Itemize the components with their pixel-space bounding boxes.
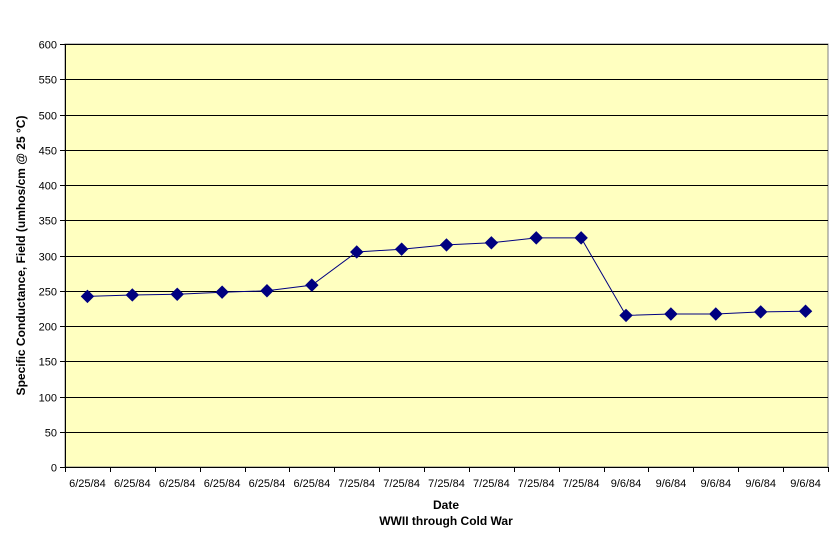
plot-area (64, 43, 829, 468)
data-point (664, 307, 678, 321)
series-layer (80, 231, 813, 323)
x-tick-label: 7/25/84 (473, 478, 510, 490)
data-point (125, 288, 140, 302)
data-point (484, 236, 499, 250)
data-point (350, 245, 364, 259)
data-point (80, 289, 95, 304)
x-tick-label: 9/6/84 (790, 478, 821, 490)
y-tick-label: 400 (39, 181, 57, 193)
y-tick-label: 200 (39, 322, 57, 334)
x-tick-label: 7/25/84 (518, 478, 555, 490)
data-point (439, 238, 454, 252)
data-point (394, 242, 409, 256)
x-tick-labels: 6/25/84 6/25/84 6/25/84 6/25/84 6/25/84 6/25/… (69, 478, 821, 490)
x-tick-label: 6/25/84 (69, 478, 106, 490)
x-tick-label: 6/25/84 (204, 478, 241, 490)
y-tick-label: 100 (39, 393, 57, 405)
x-tick-label: 9/6/84 (611, 478, 642, 490)
y-tick-label: 0 (51, 463, 57, 475)
x-tick-label: 6/25/84 (114, 478, 151, 490)
x-tick-label: 6/25/84 (159, 478, 196, 490)
y-axis-title: Specific Conductance, Field (umhos/cm @ … (14, 116, 28, 396)
gridlines (60, 44, 828, 468)
data-point (215, 285, 229, 299)
y-tick-label: 500 (39, 111, 57, 123)
data-point (170, 287, 184, 301)
y-tick-label: 350 (39, 216, 57, 228)
x-tick-label: 9/6/84 (700, 478, 731, 490)
x-tick-label: 9/6/84 (656, 478, 687, 490)
data-point (619, 308, 633, 323)
y-tick-labels: 0 50 100 150 200 250 300 350 400 450 500 550 600 (39, 40, 57, 475)
x-tick-label: 6/25/84 (294, 478, 331, 490)
y-tick-label: 600 (39, 40, 57, 52)
x-tick-label: 7/25/84 (428, 478, 465, 490)
data-point (305, 278, 319, 292)
data-point (753, 305, 768, 319)
y-tick-label: 150 (39, 357, 57, 369)
x-axis-title: Date (433, 498, 459, 512)
data-point (529, 231, 543, 245)
data-point (574, 231, 588, 245)
y-tick-label: 300 (39, 252, 57, 264)
y-tick-label: 450 (39, 146, 57, 158)
x-tick-label: 6/25/84 (249, 478, 286, 490)
y-tick-label: 50 (45, 428, 57, 440)
data-point (260, 284, 274, 298)
y-tick-label: 550 (39, 75, 57, 87)
data-point (798, 304, 813, 318)
y-tick-label: 250 (39, 287, 57, 299)
x-tick-label: 9/6/84 (745, 478, 776, 490)
axes (65, 44, 829, 472)
x-axis-subtitle: WWII through Cold War (379, 514, 513, 528)
x-tick-label: 7/25/84 (338, 478, 375, 490)
x-tick-label: 7/25/84 (383, 478, 420, 490)
x-tick-label: 7/25/84 (563, 478, 600, 490)
data-point (709, 307, 723, 321)
